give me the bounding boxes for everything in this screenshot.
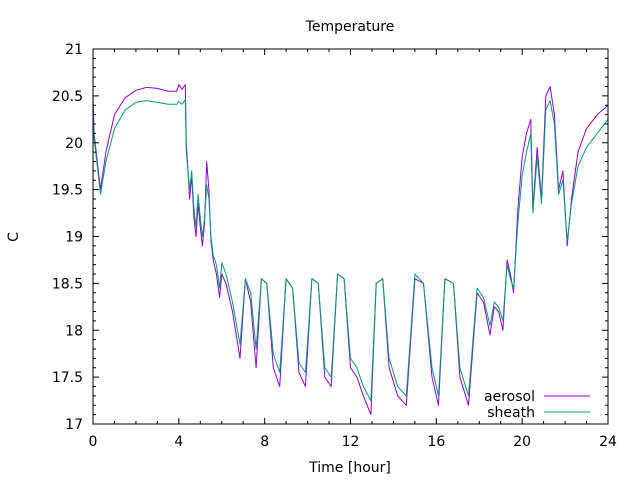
y-tick-label: 21	[65, 42, 83, 58]
legend-label-aerosol: aerosol	[484, 389, 535, 405]
x-tick-label: 24	[599, 434, 617, 450]
y-axis: 17 17.5 18 18.5 19 19.5 20 20.5 21	[52, 42, 608, 433]
y-axis-label: C	[6, 232, 22, 242]
y-tick-label: 18	[65, 323, 83, 339]
y-tick-label: 20.5	[52, 89, 83, 105]
y-tick-label: 20	[65, 136, 83, 152]
x-tick-label: 12	[342, 434, 360, 450]
x-axis: 0 4 8 12 16 20 24	[89, 49, 617, 450]
y-tick-label: 17	[65, 417, 83, 433]
series-line-sheath	[92, 99, 609, 402]
y-tick-label: 19	[65, 230, 83, 246]
legend-label-sheath: sheath	[487, 405, 535, 421]
y-tick-label: 17.5	[52, 370, 83, 386]
y-tick-label: 18.5	[52, 276, 83, 292]
x-tick-label: 16	[427, 434, 445, 450]
x-tick-label: 0	[89, 434, 98, 450]
x-axis-label: Time [hour]	[308, 460, 391, 476]
plot-lines	[92, 84, 609, 416]
x-tick-label: 8	[260, 434, 269, 450]
x-tick-label: 20	[513, 434, 531, 450]
y-tick-label: 19.5	[52, 183, 83, 199]
chart-title: Temperature	[305, 19, 395, 35]
x-tick-label: 4	[174, 434, 183, 450]
